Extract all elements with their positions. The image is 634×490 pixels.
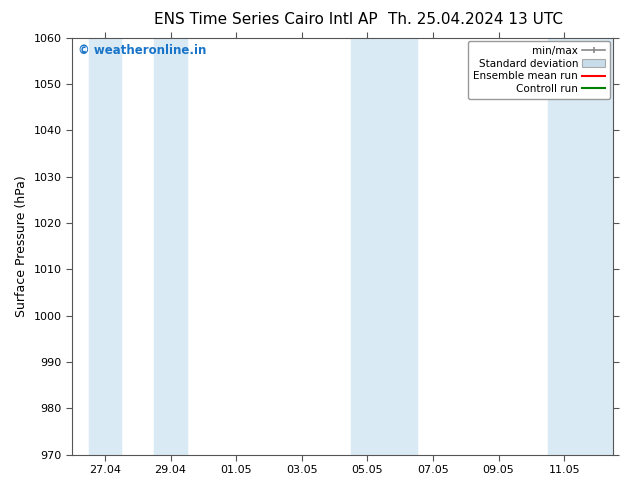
Text: ENS Time Series Cairo Intl AP: ENS Time Series Cairo Intl AP (155, 12, 378, 27)
Y-axis label: Surface Pressure (hPa): Surface Pressure (hPa) (15, 175, 28, 317)
Bar (89, 38, 121, 455)
Text: © weatheronline.in: © weatheronline.in (77, 44, 206, 57)
Bar (351, 38, 417, 455)
Legend: min/max, Standard deviation, Ensemble mean run, Controll run: min/max, Standard deviation, Ensemble me… (468, 41, 611, 99)
Bar (548, 38, 614, 455)
Bar (154, 38, 187, 455)
Text: Th. 25.04.2024 13 UTC: Th. 25.04.2024 13 UTC (388, 12, 563, 27)
